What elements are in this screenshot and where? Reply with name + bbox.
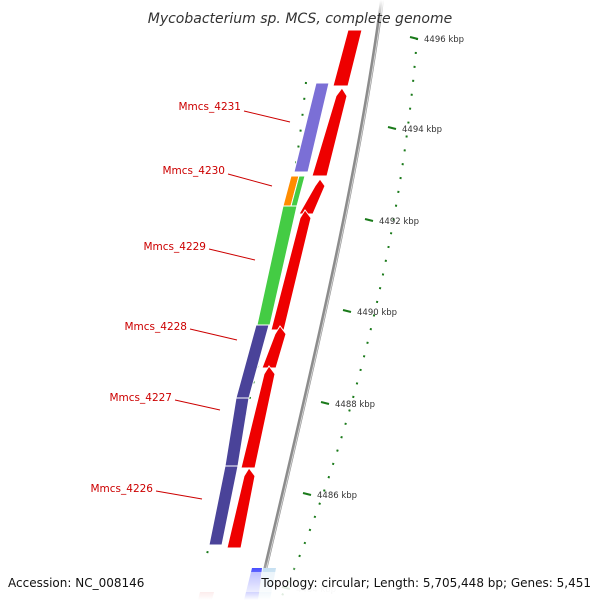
leader-line — [155, 490, 203, 500]
major-tick — [409, 36, 419, 40]
plus-strand-features — [226, 29, 363, 549]
major-tick — [342, 309, 352, 313]
gene-mmcs-4229-bar — [256, 205, 298, 326]
tick-label: 4494 kbp — [402, 125, 442, 135]
gene-labels: Mmcs_4231 Mmcs_4230 Mmcs_4229 Mmcs_4228 … — [90, 101, 241, 495]
gene-mmcs-4226-bar — [208, 465, 239, 546]
top-fade — [180, 0, 420, 24]
genome-backbone — [256, 0, 384, 600]
tick-label: 4496 kbp — [424, 35, 464, 45]
gene-label-mmcs-4231: Mmcs_4231 — [178, 101, 241, 113]
plus-gene-arrow — [311, 87, 348, 177]
tick-label: 4486 kbp — [317, 491, 357, 501]
minus-strand-features — [208, 82, 330, 546]
topology-summary: Topology: circular; Length: 5,705,448 bp… — [260, 576, 591, 590]
gene-label-mmcs-4226: Mmcs_4226 — [90, 483, 153, 495]
footer-backdrop — [0, 572, 600, 592]
leader-line — [174, 399, 221, 411]
gene-label-mmcs-4229: Mmcs_4229 — [143, 241, 206, 253]
plus-gene-arrow — [226, 467, 256, 549]
leader-line — [208, 248, 256, 261]
label-leaders — [155, 110, 291, 500]
accession-text: Accession: NC_008146 — [8, 576, 144, 590]
leader-line — [243, 110, 291, 123]
gene-label-mmcs-4227: Mmcs_4227 — [109, 392, 172, 404]
leader-line — [189, 328, 238, 341]
tick-label: 4492 kbp — [379, 217, 419, 227]
major-tick — [302, 492, 312, 496]
gene-label-mmcs-4230: Mmcs_4230 — [162, 165, 225, 177]
plus-gene-arrow — [261, 325, 287, 369]
major-tick — [364, 218, 374, 222]
plus-gene-arrow — [240, 365, 276, 469]
minor-tick-track — [279, 37, 418, 600]
map-title: Mycobacterium sp. MCS, complete genome — [148, 11, 453, 27]
gene-label-mmcs-4228: Mmcs_4228 — [124, 321, 187, 333]
plus-gene-arrow — [332, 29, 363, 87]
tick-label: 4488 kbp — [335, 400, 375, 410]
leader-line — [227, 173, 273, 187]
major-tick — [387, 126, 397, 130]
tick-label: 4490 kbp — [357, 308, 397, 318]
plus-gene-arrow — [298, 178, 326, 215]
gene-mmcs-4231-bar — [293, 82, 330, 173]
plus-gene-arrow — [270, 209, 312, 331]
major-tick — [320, 401, 330, 405]
genome-backbone-highlight — [258, 0, 384, 600]
